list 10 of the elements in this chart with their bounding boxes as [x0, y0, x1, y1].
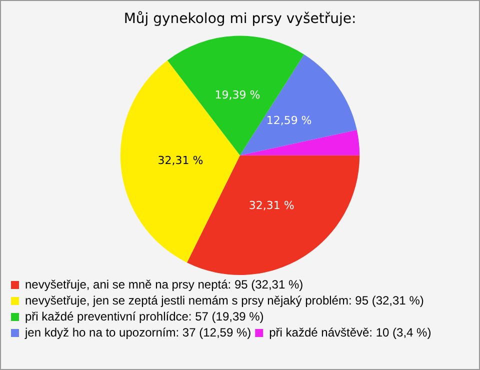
data-label: 19,39 %: [214, 88, 260, 102]
legend-label: při každé návštěvě: 10 (3,4 %): [269, 325, 432, 340]
legend-label: jen když ho na to upozorním: 37 (12,59 %): [24, 325, 252, 340]
data-label: 32,31 %: [158, 154, 204, 168]
legend-label: nevyšetřuje, ani se mně na prsy neptá: 95 (32,31 %): [25, 277, 304, 292]
legend-label: při každé preventivní prohlídce: 57 (19,39 %): [25, 309, 264, 324]
data-label: 12,59 %: [266, 114, 312, 128]
data-label: 32,31 %: [248, 199, 294, 212]
chart-title: Můj gynekolog mi prsy vyšetřuje:: [124, 11, 356, 28]
legend-label: nevyšetřuje, jen se zeptá jestli nemám s prsy nějaký problém: 95 (32,31 %): [25, 293, 424, 308]
